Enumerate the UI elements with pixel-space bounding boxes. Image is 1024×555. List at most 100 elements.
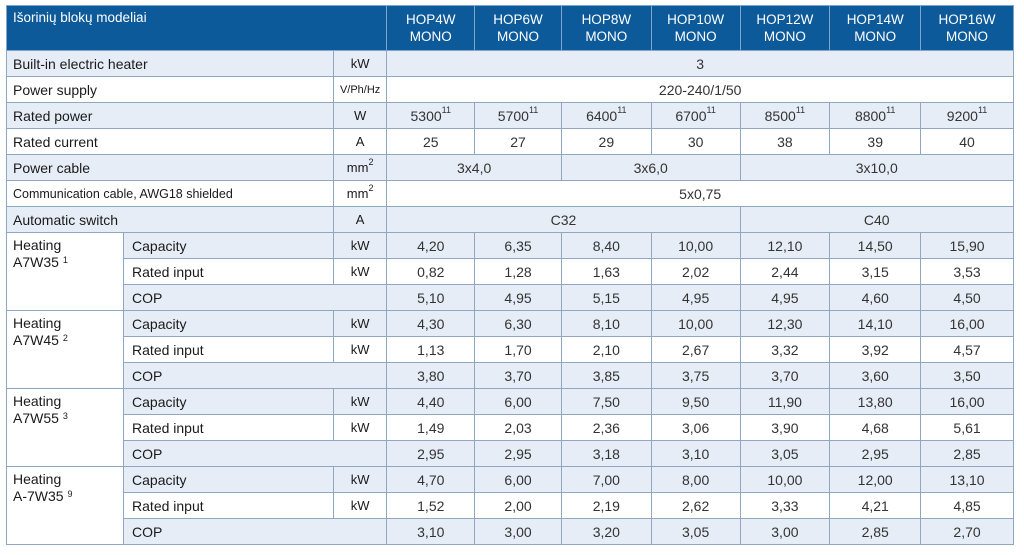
model-header: HOP12W MONO <box>739 5 831 51</box>
table-cell: 1,49 <box>386 414 476 441</box>
table-cell: 13,10 <box>920 466 1014 493</box>
table-cell: 3x10,0 <box>739 154 1014 181</box>
row-label: Rated current <box>6 128 334 155</box>
table-cell: 40 <box>920 128 1014 155</box>
table-cell: 640011 <box>560 102 652 129</box>
model-header: HOP6W MONO <box>474 5 562 51</box>
table-cell: 1,13 <box>386 336 476 363</box>
row-value: 3 <box>386 50 1014 77</box>
header-row: Išorinių blokų modeliai HOP4W MONO HOP6W M… <box>5 5 1014 51</box>
table-cell: 2,03 <box>474 414 562 441</box>
table-cell: 670011 <box>650 102 741 129</box>
row-value: 5x0,75 <box>386 180 1014 207</box>
row-unit: kW <box>332 232 388 259</box>
group-label: Heating A-7W35 9 <box>5 466 125 545</box>
table-cell: 2,95 <box>386 440 476 467</box>
table-cell: 1,70 <box>474 336 562 363</box>
table-cell: 3,00 <box>474 518 562 545</box>
table-cell: 16,00 <box>920 310 1014 337</box>
table-cell: 3,15 <box>829 258 922 285</box>
table-cell: 2,95 <box>474 440 562 467</box>
table-cell: 3,50 <box>920 362 1014 389</box>
table-row: Heating A-7W35 9 Capacity kW 4,70 6,00 7,00 8,0… <box>5 466 1014 545</box>
row-label: Capacity <box>123 466 334 493</box>
row-value: 220-240/1/50 <box>386 76 1014 103</box>
table-cell: 3,18 <box>560 440 652 467</box>
table-cell: 30 <box>650 128 741 155</box>
table-cell: 6,00 <box>474 388 562 415</box>
row-label: Rated input <box>123 414 334 441</box>
table-cell: 15,90 <box>920 232 1014 259</box>
row-label: Rated input <box>123 336 334 363</box>
table-cell: 5,15 <box>560 284 652 311</box>
table-cell: 4,70 <box>386 466 476 493</box>
row-unit: kW <box>332 258 388 285</box>
table-cell: 4,30 <box>386 310 476 337</box>
table-cell: 10,00 <box>650 232 741 259</box>
table-cell: 14,10 <box>829 310 922 337</box>
row-unit: mm2 <box>332 154 388 181</box>
row-unit: V/Ph/Hz <box>332 76 388 103</box>
table-cell: 4,95 <box>474 284 562 311</box>
table-cell: 530011 <box>386 102 476 129</box>
table-cell: 2,85 <box>829 518 922 545</box>
table-cell: C40 <box>739 206 1014 233</box>
row-label: COP <box>123 362 388 389</box>
table-cell: 3,20 <box>560 518 652 545</box>
table-cell: 4,50 <box>920 284 1014 311</box>
table-cell: 11,90 <box>739 388 831 415</box>
table-row: Heating A7W45 2 Capacity kW 4,30 6,30 8,10 10,0… <box>5 310 1014 389</box>
table-cell: 13,80 <box>829 388 922 415</box>
table-cell: 7,50 <box>560 388 652 415</box>
table-cell: 570011 <box>474 102 562 129</box>
table-cell: 5,61 <box>920 414 1014 441</box>
row-label: Rated power <box>6 102 334 129</box>
table-cell: 2,85 <box>920 440 1014 467</box>
table-cell: 3,10 <box>650 440 741 467</box>
row-label: Power cable <box>6 154 334 181</box>
table-cell: 2,36 <box>560 414 652 441</box>
table-cell: 4,85 <box>920 492 1014 519</box>
row-unit: kW <box>332 336 388 363</box>
row-unit: kW <box>332 466 388 493</box>
table-cell: 2,67 <box>650 336 741 363</box>
row-unit: kW <box>332 492 388 519</box>
table-row: Rated power W 530011 570011 640011 67001… <box>6 102 1014 129</box>
table-cell: 2,00 <box>474 492 562 519</box>
table-cell: 12,30 <box>739 310 831 337</box>
table-cell: 8,40 <box>560 232 652 259</box>
model-header: HOP14W MONO <box>829 5 922 51</box>
table-cell: 3,90 <box>739 414 831 441</box>
table-cell: 4,21 <box>829 492 922 519</box>
table-cell: 0,82 <box>386 258 476 285</box>
table-cell: 3,05 <box>739 440 831 467</box>
table-cell: 5,10 <box>386 284 476 311</box>
table-cell: 7,00 <box>560 466 652 493</box>
table-row: COP 2,95 2,95 3,18 3,10 3,05 2,95 2,85 <box>7 440 1014 467</box>
table-cell: 3,85 <box>560 362 652 389</box>
table-cell: 3,80 <box>386 362 476 389</box>
table-title: Išorinių blokų modeliai <box>5 5 388 51</box>
table-row: COP 3,80 3,70 3,85 3,75 3,70 3,60 3,50 <box>7 362 1014 389</box>
table-row: Built-in electric heater kW 3 <box>6 50 1014 77</box>
row-label: Capacity <box>123 388 334 415</box>
model-header: HOP16W MONO <box>920 5 1014 51</box>
row-unit: kW <box>332 310 388 337</box>
table-cell: 3x6,0 <box>560 154 741 181</box>
table-cell: 4,40 <box>386 388 476 415</box>
spec-table: Išorinių blokų modeliai HOP4W MONO HOP6W M… <box>5 5 1014 545</box>
row-label: Automatic switch <box>6 206 334 233</box>
table-cell: 3,92 <box>829 336 922 363</box>
group-label: Heating A7W35 1 <box>5 232 125 311</box>
table-cell: 10,00 <box>739 466 831 493</box>
table-cell: 3,05 <box>650 518 741 545</box>
row-unit: A <box>332 206 388 233</box>
table-cell: 9,50 <box>650 388 741 415</box>
table-row: Rated input kW 1,49 2,03 2,36 3,06 3,90 4,68 5,6… <box>7 414 1014 441</box>
row-label: Rated input <box>123 492 334 519</box>
table-row: Rated input kW 1,13 1,70 2,10 2,67 3,32 3,92 4,5… <box>7 336 1014 363</box>
row-label: COP <box>123 518 388 545</box>
table-cell: 2,02 <box>650 258 741 285</box>
table-cell: 3,75 <box>650 362 741 389</box>
table-row: Rated input kW 0,82 1,28 1,63 2,02 2,44 3,15 3,5… <box>7 258 1014 285</box>
